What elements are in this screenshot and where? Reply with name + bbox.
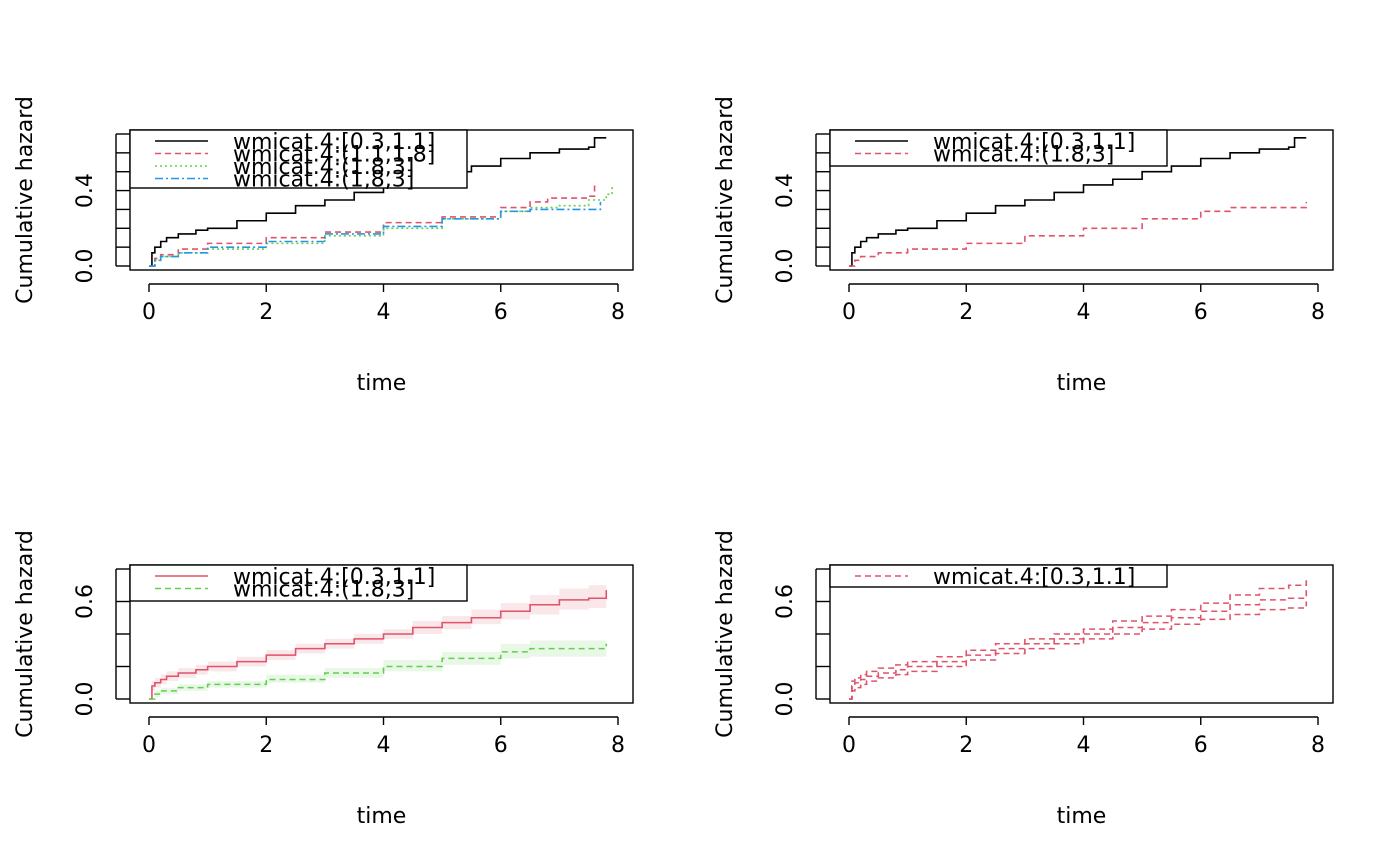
panel-1: 0 2 4 6 8 0.0 0.4 time Cumulative hazard wmicat.4…	[13, 96, 634, 396]
series-line-2	[149, 643, 608, 700]
x-tick-label: 8	[1311, 733, 1325, 758]
series-line-4	[149, 201, 602, 267]
panel-3: 0 2 4 6 8 0.0 0.6 time Cumulative hazard wmicat.4…	[13, 530, 634, 829]
x-tick-label: 4	[377, 300, 391, 325]
series-line-2	[849, 201, 1308, 267]
x-tick-label: 2	[259, 733, 273, 758]
series-line-2	[849, 601, 1308, 700]
y-tick-label: 0.0	[773, 682, 798, 717]
x-tick-label: 2	[959, 733, 973, 758]
legend-label: wmicat.4:(1.1,1.8]	[233, 143, 435, 168]
legend-label: wmicat.4:[0.3,1.1]	[933, 130, 1135, 155]
plot-area	[849, 136, 1308, 267]
x-tick-label: 0	[842, 733, 856, 758]
series-line-2	[149, 183, 596, 267]
y-tick-label: 0.4	[73, 173, 98, 208]
y-tick-label: 0.0	[773, 249, 798, 284]
x-axis-label: time	[357, 804, 407, 829]
x-tick-label: 6	[494, 300, 508, 325]
legend-box	[829, 564, 1168, 588]
legend: wmicat.4:[0.3,1.1]wmicat.4:(1.8,3]	[129, 564, 468, 603]
series-line-3	[849, 577, 1308, 700]
legend-label: wmicat.4:[0.3,1.1]	[933, 565, 1135, 590]
series-line-1	[849, 136, 1307, 267]
legend-label: wmicat.4:[0.3,1.1]	[233, 130, 435, 155]
plot-area	[849, 577, 1308, 700]
legend: wmicat.4:[0.3,1.1]wmicat.4:(1.8,3]	[829, 129, 1168, 168]
y-tick-label: 0.6	[773, 584, 798, 619]
y-axis-label: Cumulative hazard	[713, 530, 738, 738]
legend: wmicat.4:[0.3,1.1]wmicat.4:(1.1,1.8]wmic…	[129, 129, 468, 193]
y-tick-label: 0.0	[73, 682, 98, 717]
x-tick-label: 6	[1194, 300, 1208, 325]
plot-area	[149, 136, 613, 267]
x-tick-label: 8	[611, 300, 625, 325]
x-tick-label: 0	[142, 300, 156, 325]
series-line-1	[149, 590, 608, 700]
y-tick-label: 0.0	[73, 249, 98, 284]
legend-label: wmicat.4:(1,8,3]	[233, 168, 414, 193]
legend-box	[129, 129, 468, 189]
series-line-3	[149, 186, 613, 267]
x-tick-label: 2	[259, 300, 273, 325]
x-tick-label: 8	[1311, 300, 1325, 325]
x-axis-label: time	[1057, 804, 1107, 829]
x-tick-label: 6	[1194, 733, 1208, 758]
legend-label: wmicat.4:(1.8,3]	[233, 578, 414, 603]
series-line-1	[849, 590, 1308, 700]
legend-label: wmicat.4:[0.3,1.1]	[233, 565, 435, 590]
legend-box	[829, 129, 1168, 167]
series-line-1	[149, 136, 607, 267]
panel-4: 0 2 4 6 8 0.0 0.6 time Cumulative hazard wmicat.4…	[713, 530, 1334, 829]
x-tick-label: 2	[959, 300, 973, 325]
legend-label: wmicat.4:(1.8,3]	[233, 155, 414, 180]
x-tick-label: 4	[377, 733, 391, 758]
y-axis-label: Cumulative hazard	[13, 96, 38, 304]
x-tick-label: 4	[1077, 300, 1091, 325]
x-tick-label: 4	[1077, 733, 1091, 758]
confidence-band-1	[149, 577, 607, 699]
x-tick-label: 8	[611, 733, 625, 758]
legend: wmicat.4:[0.3,1.1]	[829, 564, 1168, 590]
x-tick-label: 0	[142, 733, 156, 758]
y-axis-label: Cumulative hazard	[713, 96, 738, 304]
x-axis-label: time	[1057, 371, 1107, 396]
legend-label: wmicat.4:(1.8,3]	[933, 143, 1114, 168]
y-tick-label: 0.4	[773, 173, 798, 208]
x-tick-label: 6	[494, 733, 508, 758]
x-tick-label: 0	[842, 300, 856, 325]
legend-box	[129, 564, 468, 602]
x-axis-label: time	[357, 371, 407, 396]
confidence-band-2	[149, 632, 607, 699]
y-tick-label: 0.6	[73, 584, 98, 619]
y-axis-label: Cumulative hazard	[13, 530, 38, 738]
panel-2: 0 2 4 6 8 0.0 0.4 time Cumulative hazard wmicat.4…	[713, 96, 1334, 396]
plot-area	[149, 577, 608, 700]
